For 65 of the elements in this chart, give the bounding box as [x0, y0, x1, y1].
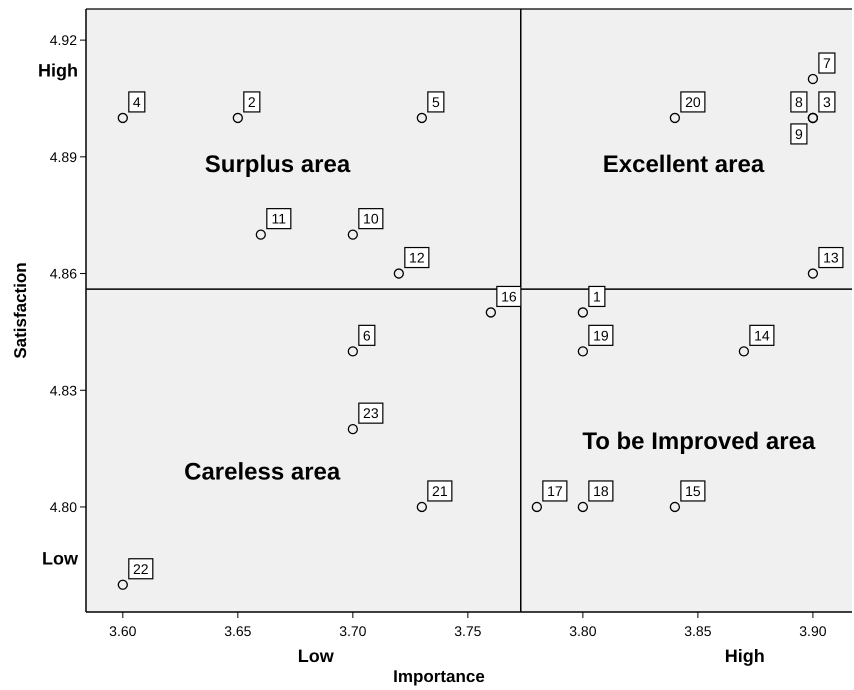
annotation: 15 [685, 482, 701, 499]
annotation: 7 [822, 55, 831, 72]
point [394, 268, 404, 279]
x-tick-label: 3.90 [799, 623, 827, 639]
x-tick-label: 3.75 [454, 623, 482, 639]
point [256, 229, 266, 240]
annotation: 3 [822, 94, 831, 110]
point [416, 502, 427, 512]
point [118, 580, 128, 590]
point [416, 112, 427, 124]
x-tick-label: 3.80 [569, 623, 597, 639]
point [578, 502, 588, 512]
annotation: 8 [794, 94, 803, 110]
point [738, 346, 750, 356]
point [670, 502, 680, 512]
y-tick-label: 4.86 [50, 266, 78, 282]
annotation: 18 [593, 482, 609, 499]
y-tick-label: 4.92 [50, 32, 78, 48]
annotation: 2 [248, 94, 256, 110]
annotation: 1 [592, 288, 601, 304]
x-tick-label: 3.85 [684, 623, 712, 639]
point [808, 74, 818, 84]
x-axis-title: Importance [393, 667, 485, 686]
annotation: 19 [593, 327, 609, 344]
y-tick-label: 4.80 [50, 498, 78, 515]
point [808, 268, 818, 279]
annotation: Excellent area [602, 150, 765, 178]
y-axis-title: Satisfaction [11, 262, 30, 359]
annotation: Surplus area [204, 150, 351, 178]
annotation: 12 [409, 250, 425, 266]
annotation: 14 [754, 327, 770, 344]
annotation: 11 [272, 210, 286, 227]
y-tick-label: 4.83 [50, 382, 78, 398]
annotation: Careless area [184, 458, 341, 486]
annotation: 20 [685, 94, 701, 110]
x-tick-label: 3.60 [109, 623, 137, 639]
annotation: 10 [363, 210, 379, 227]
annotation: 17 [547, 482, 563, 499]
point [486, 307, 496, 318]
annotation: 5 [432, 94, 440, 110]
point [348, 424, 358, 434]
point [670, 112, 680, 124]
point [532, 502, 542, 512]
annotation: 16 [501, 288, 517, 304]
annotation: 21 [432, 482, 448, 499]
annotation: 13 [823, 250, 839, 266]
annotation: 6 [362, 327, 371, 344]
point [118, 112, 128, 124]
text: High [724, 646, 765, 666]
text: Low [298, 646, 335, 666]
annotation: 4 [132, 94, 141, 110]
annotation: To be Improved area [582, 428, 816, 456]
text: Low [42, 548, 79, 569]
point [578, 307, 588, 318]
x-tick-label: 3.65 [224, 623, 252, 639]
annotation: 9 [794, 126, 803, 142]
text: High [38, 60, 78, 80]
x-tick-label: 3.70 [339, 623, 367, 639]
point [232, 112, 243, 124]
y-tick-label: 4.89 [50, 148, 78, 165]
annotation: 23 [363, 405, 379, 422]
point [348, 229, 358, 240]
annotation: 22 [133, 560, 149, 577]
point [348, 346, 358, 356]
point [578, 346, 588, 356]
